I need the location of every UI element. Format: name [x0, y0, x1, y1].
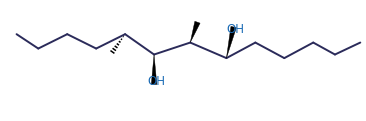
Text: OH: OH [147, 75, 165, 88]
Polygon shape [227, 26, 236, 58]
Polygon shape [190, 21, 200, 43]
Text: OH: OH [227, 23, 244, 36]
Polygon shape [151, 55, 157, 84]
